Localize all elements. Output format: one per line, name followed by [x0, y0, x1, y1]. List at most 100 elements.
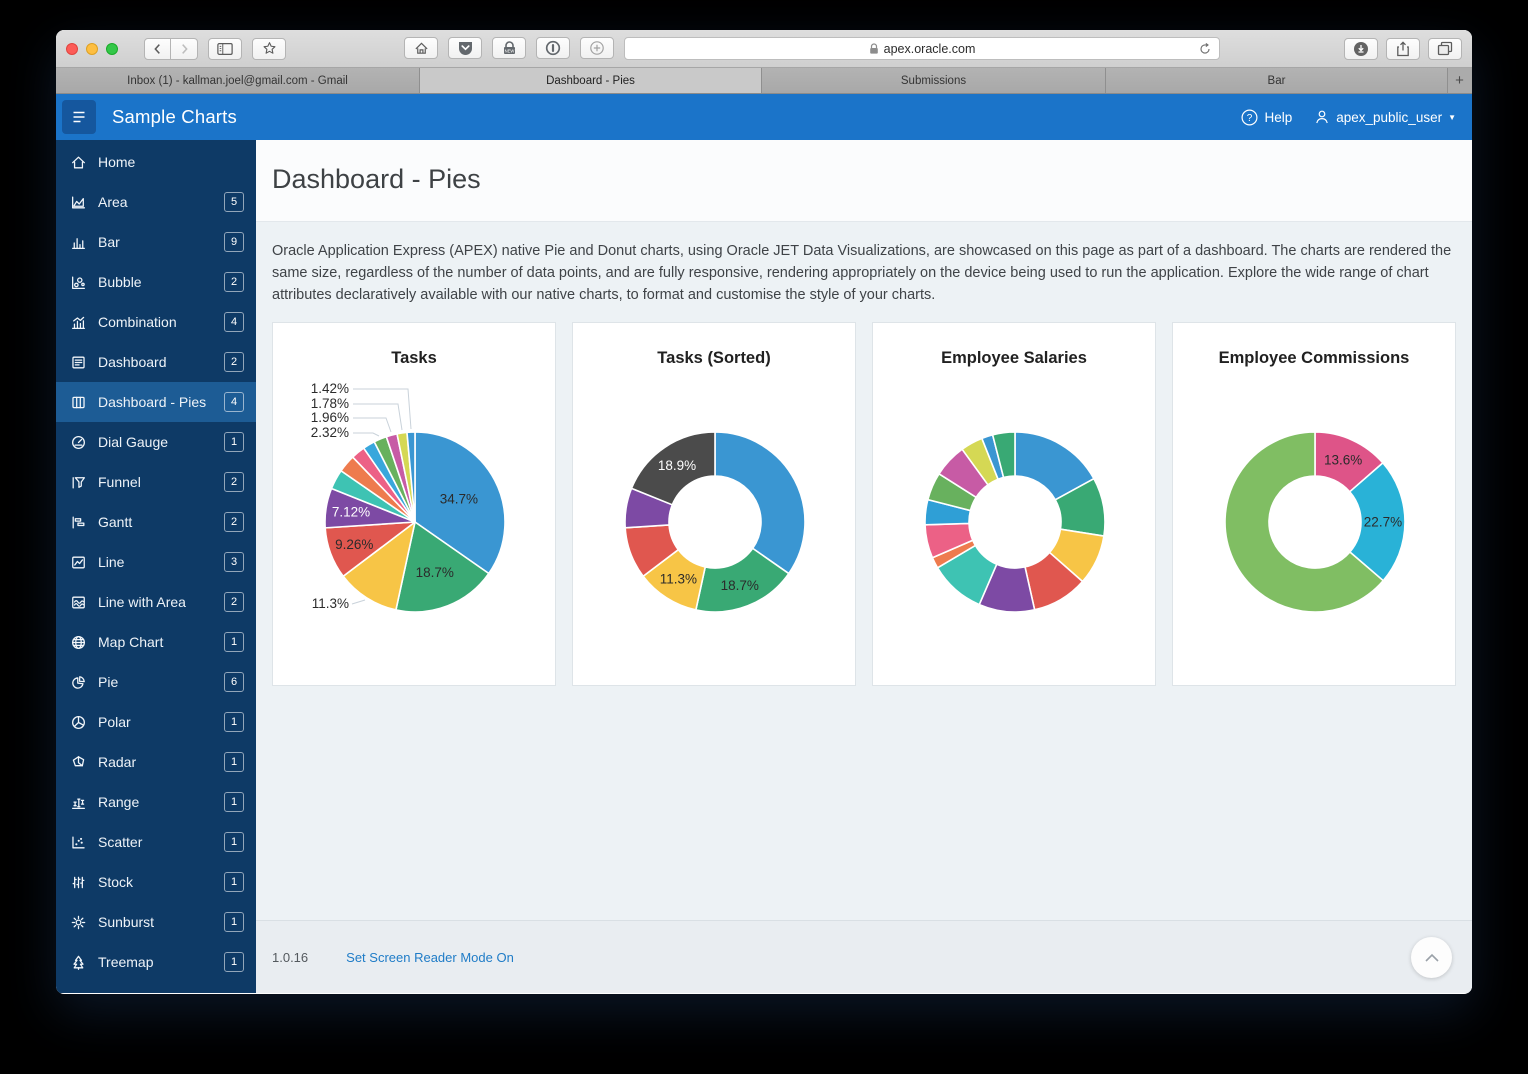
sidebar-item-area[interactable]: Area 5 — [56, 182, 256, 222]
map-chart-icon — [70, 634, 87, 651]
tasks-sorted-donut-chart: 18.7% 11.3% 18.9% — [624, 431, 806, 613]
sidebar-item-map-chart[interactable]: Map Chart 1 — [56, 622, 256, 662]
sidebar-item-label: Map Chart — [98, 634, 164, 650]
app-version: 1.0.16 — [272, 949, 309, 965]
pie-slice[interactable] — [714, 431, 806, 575]
sidebar-item-sunburst[interactable]: Sunburst 1 — [56, 902, 256, 942]
screen-reader-mode-link[interactable]: Set Screen Reader Mode On — [346, 949, 514, 965]
help-button[interactable]: ? Help — [1241, 108, 1293, 126]
slice-label: 18.9% — [658, 458, 696, 473]
back-button[interactable] — [144, 37, 171, 60]
browser-tab[interactable]: Dashboard - Pies — [420, 68, 762, 93]
address-bar[interactable]: apex.oracle.com — [624, 37, 1220, 60]
callout-label: 1.78% — [311, 396, 349, 411]
pie-slice[interactable] — [414, 431, 506, 575]
hamburger-icon — [73, 111, 85, 123]
count-badge: 9 — [224, 232, 244, 252]
sidebar-item-scatter[interactable]: Scatter 1 — [56, 822, 256, 862]
sidebar-item-label: Treemap — [98, 954, 154, 970]
extensions-button[interactable] — [580, 37, 614, 59]
favorites-button[interactable] — [252, 37, 286, 60]
slice-label: 34.7% — [440, 492, 478, 507]
pie-slice[interactable] — [342, 521, 416, 611]
chevron-right-icon — [182, 43, 188, 54]
pie-slice[interactable] — [1224, 431, 1385, 613]
slice-label: 7.12% — [332, 504, 370, 519]
close-window-button[interactable] — [66, 42, 78, 55]
sidebar-item-label: Radar — [98, 754, 137, 770]
nav-menu-button[interactable] — [62, 100, 96, 134]
browser-tab[interactable]: Bar — [1106, 68, 1448, 93]
share-button[interactable] — [1386, 37, 1420, 60]
sidebar-item-label: Dashboard — [98, 354, 167, 370]
page-title-block: Dashboard - Pies — [256, 140, 1472, 222]
scroll-to-top-button[interactable] — [1411, 937, 1452, 978]
svg-text:?: ? — [1247, 113, 1253, 124]
sidebar-item-polar[interactable]: Polar 1 — [56, 702, 256, 742]
sidebar-item-dashboard-pies[interactable]: Dashboard - Pies 4 — [56, 382, 256, 422]
sidebar-item-funnel[interactable]: Funnel 2 — [56, 462, 256, 502]
browser-tab[interactable]: Inbox (1) - kallman.joel@gmail.com - Gma… — [56, 68, 420, 93]
scatter-chart-icon — [70, 834, 87, 851]
browser-toolbar: NEW apex.oracle.com — [56, 30, 1472, 68]
tab-overview-button[interactable] — [1428, 37, 1462, 60]
area-chart-icon — [70, 194, 87, 211]
sidebar-item-label: Bar — [98, 234, 120, 250]
slice-label: 18.7% — [721, 578, 759, 593]
sidebar-item-stock[interactable]: Stock 1 — [56, 862, 256, 902]
sidebar-item-line[interactable]: Line 3 — [56, 542, 256, 582]
home-button[interactable] — [404, 37, 438, 59]
chevron-left-icon — [153, 43, 160, 54]
minimize-window-button[interactable] — [86, 42, 98, 55]
pie-slice[interactable] — [630, 431, 716, 506]
sidebar-toggle-button[interactable] — [208, 37, 242, 60]
pocket-extension-button[interactable] — [448, 37, 482, 59]
onepassword-extension-button[interactable] — [536, 37, 570, 59]
employee-salaries-donut-chart — [924, 431, 1106, 613]
circle-plus-icon — [590, 41, 604, 55]
chart-title: Employee Commissions — [1218, 349, 1410, 368]
sidebar-item-dashboard[interactable]: Dashboard 2 — [56, 342, 256, 382]
sidebar-item-gantt[interactable]: Gantt 2 — [56, 502, 256, 542]
sidebar-item-line-with-area[interactable]: Line with Area 2 — [56, 582, 256, 622]
count-badge: 2 — [224, 592, 244, 612]
downloads-button[interactable] — [1344, 37, 1378, 60]
help-label: Help — [1264, 109, 1293, 125]
sidebar-item-dial-gauge[interactable]: Dial Gauge 1 — [56, 422, 256, 462]
sidebar-item-bar[interactable]: Bar 9 — [56, 222, 256, 262]
pie-slice[interactable] — [991, 431, 1016, 479]
sidebar-item-range[interactable]: Range 1 — [56, 782, 256, 822]
forward-button[interactable] — [171, 37, 198, 60]
sidebar-item-home[interactable]: Home — [56, 142, 256, 182]
callout-label: 1.42% — [311, 381, 349, 396]
slice-label: 11.3% — [660, 572, 697, 587]
count-badge: 2 — [224, 272, 244, 292]
sidebar-item-label: Gantt — [98, 514, 133, 530]
chart-card-tasks-sorted: Tasks (Sorted) 18.7% 11.3% 18.9% — [572, 322, 856, 687]
browser-tab[interactable]: Submissions — [762, 68, 1106, 93]
sidebar-item-label: Bubble — [98, 274, 142, 290]
page-title: Dashboard - Pies — [272, 164, 481, 194]
callout-line — [351, 599, 366, 605]
callout-label: 11.3% — [312, 596, 349, 611]
pie-slice[interactable] — [1348, 462, 1406, 582]
new-tab-button[interactable]: + — [1448, 68, 1471, 93]
sidebar-item-bubble[interactable]: Bubble 2 — [56, 262, 256, 302]
callout-label: 1.96% — [311, 410, 349, 425]
slice-label: 18.7% — [416, 565, 454, 580]
zoom-window-button[interactable] — [106, 42, 118, 55]
employee-commissions-donut-chart: 13.6% 22.7% — [1224, 431, 1406, 613]
pie-slice[interactable] — [395, 521, 490, 613]
sidebar-item-combination[interactable]: Combination 4 — [56, 302, 256, 342]
user-menu-button[interactable]: apex_public_user ▼ — [1314, 109, 1456, 125]
lock-new-extension-button[interactable]: NEW — [492, 37, 526, 59]
dial-gauge-icon — [70, 434, 87, 451]
chart-card-employee-salaries: Employee Salaries — [872, 322, 1156, 687]
user-name: apex_public_user — [1336, 109, 1443, 125]
reload-button[interactable] — [1198, 42, 1212, 59]
pie-slice[interactable] — [406, 431, 416, 523]
window-controls — [66, 42, 118, 55]
sidebar-item-treemap[interactable]: Treemap 1 — [56, 942, 256, 982]
sidebar-item-pie[interactable]: Pie 6 — [56, 662, 256, 702]
sidebar-item-radar[interactable]: Radar 1 — [56, 742, 256, 782]
